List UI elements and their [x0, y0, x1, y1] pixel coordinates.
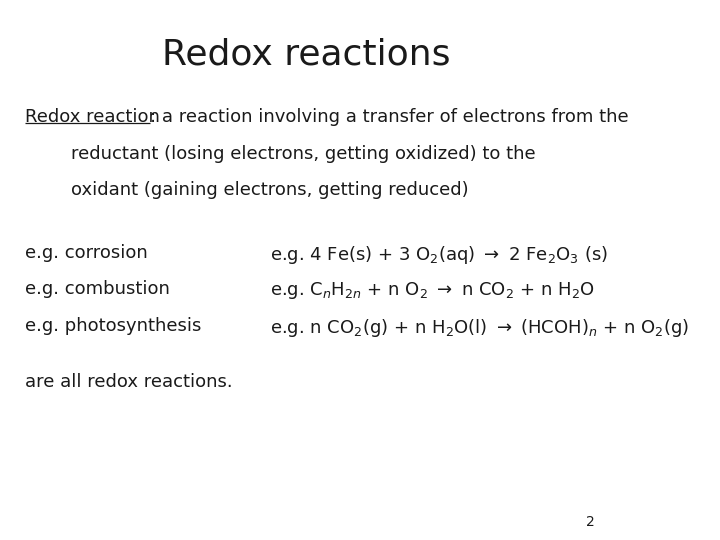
Text: e.g. 4 Fe(s) + 3 O$_2$(aq) $\rightarrow$ 2 Fe$_2$O$_3$ (s): e.g. 4 Fe(s) + 3 O$_2$(aq) $\rightarrow$…: [270, 244, 608, 266]
Text: : a reaction involving a transfer of electrons from the: : a reaction involving a transfer of ele…: [150, 108, 629, 126]
Text: 2: 2: [586, 515, 595, 529]
Text: e.g. n CO$_2$(g) + n H$_2$O(l) $\rightarrow$ (HCOH)$_n$ + n O$_2$(g): e.g. n CO$_2$(g) + n H$_2$O(l) $\rightar…: [270, 317, 689, 339]
Text: e.g. photosynthesis: e.g. photosynthesis: [24, 317, 201, 335]
Text: are all redox reactions.: are all redox reactions.: [24, 373, 232, 391]
Text: e.g. C$_n$H$_{2n}$ + n O$_2$ $\rightarrow$ n CO$_2$ + n H$_2$O: e.g. C$_n$H$_{2n}$ + n O$_2$ $\rightarro…: [270, 280, 595, 301]
Text: oxidant (gaining electrons, getting reduced): oxidant (gaining electrons, getting redu…: [71, 181, 468, 199]
Text: e.g. combustion: e.g. combustion: [24, 280, 169, 298]
Text: e.g. corrosion: e.g. corrosion: [24, 244, 148, 261]
Text: reductant (losing electrons, getting oxidized) to the: reductant (losing electrons, getting oxi…: [71, 145, 535, 163]
Text: Redox reactions: Redox reactions: [163, 38, 451, 72]
Text: Redox reaction: Redox reaction: [24, 108, 159, 126]
